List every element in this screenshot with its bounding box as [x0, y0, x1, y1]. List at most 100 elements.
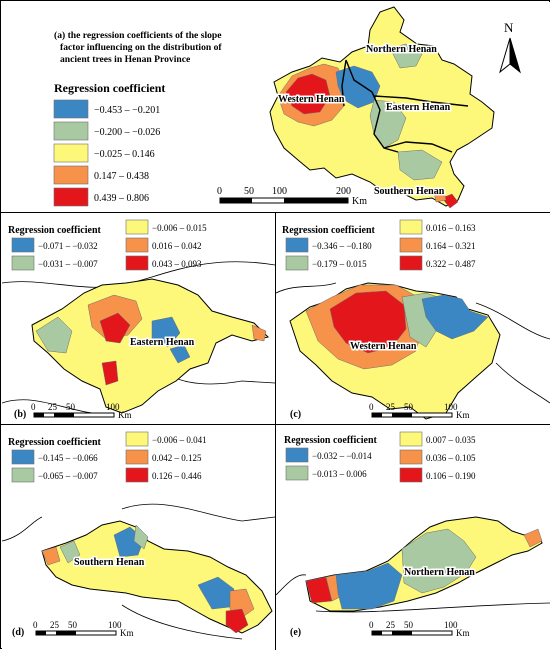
panel-c-legend: −0.346 – −0.180 −0.179 – 0.015 0.016 – 0… — [285, 219, 476, 271]
blue-zone — [335, 562, 403, 610]
context-boundary — [276, 282, 550, 404]
legend-swatch-yellow — [399, 431, 423, 447]
green-zone-center — [133, 524, 149, 550]
legend-swatch-green — [11, 467, 35, 483]
scale-unit: Km — [120, 628, 134, 638]
legend-swatch-orange — [399, 237, 423, 253]
panel-a-title-line3: ancient trees in Henan Province — [60, 54, 191, 65]
legend-range: 0.042 – 0.125 — [152, 453, 202, 463]
legend-range: 0.016 – 0.163 — [426, 223, 476, 233]
region-label: Eastern Henan — [130, 337, 195, 348]
north-arrow-icon: N — [499, 20, 521, 74]
panel-a-map: (a) the regression coefficients of the s… — [53, 6, 521, 209]
scale-tick: 25 — [48, 402, 58, 412]
blue-zone — [151, 316, 181, 348]
orange-zone-west — [41, 546, 61, 566]
legend-swatch-green — [53, 121, 89, 141]
panel-a-title-line1: (a) the regression coefficients of the s… — [54, 30, 222, 41]
scale-tick: 100 — [444, 402, 458, 412]
legend-range: 0.439 – 0.806 — [94, 193, 149, 204]
legend-range: 0.322 – 0.487 — [426, 259, 476, 269]
legend-swatch-yellow — [399, 219, 423, 235]
legend-range: 0.043 – 0.093 — [152, 259, 202, 269]
panel-a-legend: −0.453 – −0.201 −0.200 – −0.026 −0.025 –… — [53, 99, 160, 207]
legend-range: −0.025 – 0.146 — [94, 149, 155, 160]
panel-b-legend-title: Regression coefficient — [8, 225, 102, 236]
panel-b-legend: −0.071 – −0.032 −0.031 – −0.007 −0.006 –… — [11, 219, 207, 271]
panel-d: Regression coefficient −0.145 – −0.066 −… — [2, 425, 275, 649]
legend-swatch-orange — [125, 237, 149, 253]
scale-tick: 100 — [444, 620, 458, 630]
western-henan-red-zone — [285, 73, 331, 115]
scale-tick: 0 — [31, 402, 36, 412]
panel-e-label: (e) — [290, 627, 301, 638]
panel-b-map: Regression coefficient −0.071 – −0.032 −… — [2, 219, 275, 420]
scale-unit: Km — [118, 410, 132, 420]
panel-d-label: (d) — [12, 627, 24, 638]
legend-range: 0.147 – 0.438 — [94, 171, 149, 182]
legend-swatch-orange — [125, 449, 149, 465]
panel-e-legend-title: Regression coefficient — [284, 435, 378, 446]
scale-unit: Km — [456, 410, 470, 420]
red-zone — [99, 312, 131, 344]
legend-swatch-green — [285, 465, 309, 481]
scale-tick: 25 — [386, 402, 396, 412]
panel-c-legend-title: Regression coefficient — [282, 225, 376, 236]
panel-d-map: Regression coefficient −0.145 – −0.066 −… — [2, 431, 275, 640]
panel-e-map: Regression coefficient −0.032 – −0.014 −… — [276, 431, 550, 638]
panel-c-label: (c) — [290, 409, 301, 420]
legend-swatch-yellow — [125, 431, 149, 447]
legend-range: −0.013 – 0.006 — [312, 469, 367, 479]
region-label-eastern: Eastern Henan — [386, 102, 451, 113]
legend-range: −0.200 – −0.026 — [94, 127, 160, 138]
red-zone — [329, 290, 407, 354]
region-label-southern: Southern Henan — [374, 186, 445, 197]
region-boundary-lines — [341, 59, 469, 153]
region-label-northern: Northern Henan — [366, 44, 437, 55]
context-boundary — [276, 574, 550, 613]
legend-range: −0.346 – −0.180 — [312, 241, 372, 251]
legend-swatch-green — [11, 255, 35, 271]
north-label: N — [504, 20, 514, 35]
legend-range: 0.164 – 0.321 — [426, 241, 476, 251]
panel-b-label: (b) — [14, 409, 26, 420]
region-label-western: Western Henan — [278, 94, 345, 105]
scale-tick: 100 — [108, 620, 122, 630]
context-boundary — [2, 503, 275, 640]
legend-swatch-yellow — [53, 143, 89, 163]
red-zone-2 — [101, 360, 119, 386]
scale-tick: 200 — [336, 186, 351, 197]
scale-tick: 50 — [404, 402, 414, 412]
legend-swatch-red — [125, 255, 149, 271]
legend-range: −0.065 – −0.007 — [38, 471, 98, 481]
legend-swatch-red — [53, 187, 89, 207]
scale-tick: 0 — [369, 620, 374, 630]
legend-swatch-orange — [53, 165, 89, 185]
panel-d-legend-title: Regression coefficient — [8, 437, 102, 448]
panel-d-legend: −0.145 – −0.066 −0.065 – −0.007 −0.006 –… — [11, 431, 207, 483]
southern-orange-patch — [433, 189, 447, 203]
green-zone — [401, 528, 477, 594]
panel-a-title-line2: factor influencing on the distribution o… — [60, 42, 222, 53]
blue-zone — [421, 294, 489, 340]
scale-tick: 100 — [272, 186, 287, 197]
legend-swatch-green — [285, 255, 309, 271]
green-zone-south — [397, 149, 443, 181]
legend-range: −0.179 – 0.015 — [312, 259, 367, 269]
panel-e: Regression coefficient −0.032 – −0.014 −… — [276, 425, 550, 649]
panel-c-map: Regression coefficient −0.346 – −0.180 −… — [276, 219, 550, 420]
scale-tick: 0 — [33, 620, 38, 630]
scale-tick: 25 — [386, 620, 396, 630]
scale-tick: 50 — [68, 620, 78, 630]
scale-bar-icon: 0 25 50 100 Km — [369, 402, 470, 420]
legend-range: −0.032 – −0.014 — [312, 451, 372, 461]
legend-swatch-blue — [11, 449, 35, 465]
scale-tick: 50 — [66, 402, 76, 412]
scale-tick: 100 — [106, 402, 120, 412]
legend-range: −0.071 – −0.032 — [38, 241, 98, 251]
scale-tick: 50 — [244, 186, 254, 197]
southern-red-patch — [441, 193, 459, 209]
legend-swatch-red — [125, 467, 149, 483]
orange-zone-east — [251, 324, 267, 342]
scale-tick: 25 — [50, 620, 60, 630]
